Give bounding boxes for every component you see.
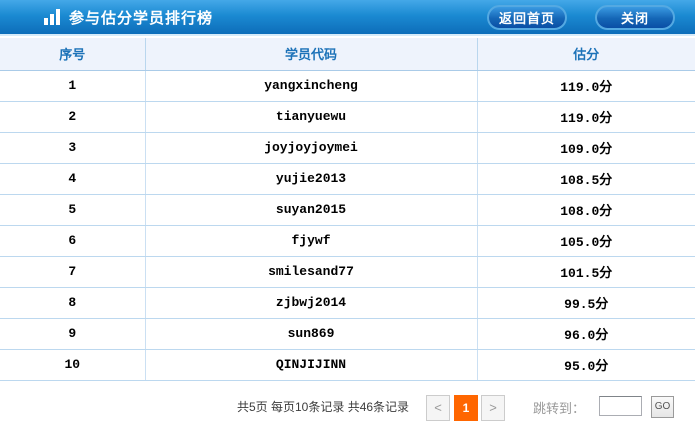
back-home-button[interactable]: 返回首页 <box>487 4 567 30</box>
score-cell: 108.0分 <box>477 194 695 226</box>
score-cell: 109.0分 <box>477 132 695 164</box>
titlebar: 参与估分学员排行榜 返回首页 关闭 <box>0 0 695 36</box>
table-header-row: 序号 学员代码 估分 <box>0 38 695 71</box>
score-cell: 108.5分 <box>477 163 695 195</box>
code-cell: zjbwj2014 <box>145 287 478 319</box>
score-cell: 119.0分 <box>477 70 695 102</box>
rank-cell: 5 <box>0 194 146 226</box>
score-cell: 96.0分 <box>477 318 695 350</box>
table-row: 5 suyan2015 108.0分 <box>0 194 695 226</box>
bar-chart-icon <box>44 9 60 25</box>
jump-to-label: 跳转到： <box>533 400 586 416</box>
code-cell: yujie2013 <box>145 163 478 195</box>
column-header-code: 学员代码 <box>145 38 478 71</box>
table-row: 7 smilesand77 101.5分 <box>0 256 695 288</box>
rank-cell: 3 <box>0 132 146 164</box>
code-cell: sun869 <box>145 318 478 350</box>
table-row: 8 zjbwj2014 99.5分 <box>0 287 695 319</box>
pagination-bar: 共5页 每页10条记录 共46条记录 < 1 > 跳转到： GO <box>0 380 695 436</box>
go-button[interactable]: GO <box>651 395 674 418</box>
rank-cell: 9 <box>0 318 146 350</box>
close-button[interactable]: 关闭 <box>595 4 675 30</box>
leaderboard-window: 参与估分学员排行榜 返回首页 关闭 序号 学员代码 估分 1 yangxinch… <box>0 0 695 436</box>
next-page-button[interactable]: > <box>481 394 505 421</box>
score-cell: 119.0分 <box>477 101 695 133</box>
prev-page-button[interactable]: < <box>426 394 450 421</box>
table-body: 1 yangxincheng 119.0分 2 tianyuewu 119.0分… <box>0 70 695 381</box>
column-header-score: 估分 <box>477 38 695 71</box>
titlebar-buttons: 返回首页 关闭 <box>487 4 675 30</box>
code-cell: QINJIJINN <box>145 349 478 381</box>
table-row: 9 sun869 96.0分 <box>0 318 695 350</box>
jump-to-input[interactable] <box>599 395 642 416</box>
code-cell: joyjoyjoymei <box>145 132 478 164</box>
code-cell: tianyuewu <box>145 101 478 133</box>
table-row: 6 fjywf 105.0分 <box>0 225 695 257</box>
titlebar-divider <box>0 36 695 38</box>
score-cell: 101.5分 <box>477 256 695 288</box>
current-page-button[interactable]: 1 <box>454 394 478 421</box>
rank-cell: 7 <box>0 256 146 288</box>
rank-cell: 4 <box>0 163 146 195</box>
table-row: 10 QINJIJINN 95.0分 <box>0 349 695 381</box>
score-cell: 95.0分 <box>477 349 695 381</box>
table-row: 3 joyjoyjoymei 109.0分 <box>0 132 695 164</box>
rank-cell: 8 <box>0 287 146 319</box>
code-cell: suyan2015 <box>145 194 478 226</box>
table-header: 序号 学员代码 估分 <box>0 38 695 71</box>
ranking-table: 序号 学员代码 估分 1 yangxincheng 119.0分 2 tiany… <box>0 38 695 381</box>
page-title: 参与估分学员排行榜 <box>69 9 214 27</box>
column-header-rank: 序号 <box>0 38 146 71</box>
rank-cell: 2 <box>0 101 146 133</box>
table-row: 4 yujie2013 108.5分 <box>0 163 695 195</box>
table-row: 1 yangxincheng 119.0分 <box>0 70 695 102</box>
score-cell: 105.0分 <box>477 225 695 257</box>
code-cell: fjywf <box>145 225 478 257</box>
table-row: 2 tianyuewu 119.0分 <box>0 101 695 133</box>
score-cell: 99.5分 <box>477 287 695 319</box>
code-cell: yangxincheng <box>145 70 478 102</box>
code-cell: smilesand77 <box>145 256 478 288</box>
records-summary: 共5页 每页10条记录 共46条记录 <box>237 399 410 414</box>
rank-cell: 10 <box>0 349 146 381</box>
rank-cell: 6 <box>0 225 146 257</box>
rank-cell: 1 <box>0 70 146 102</box>
